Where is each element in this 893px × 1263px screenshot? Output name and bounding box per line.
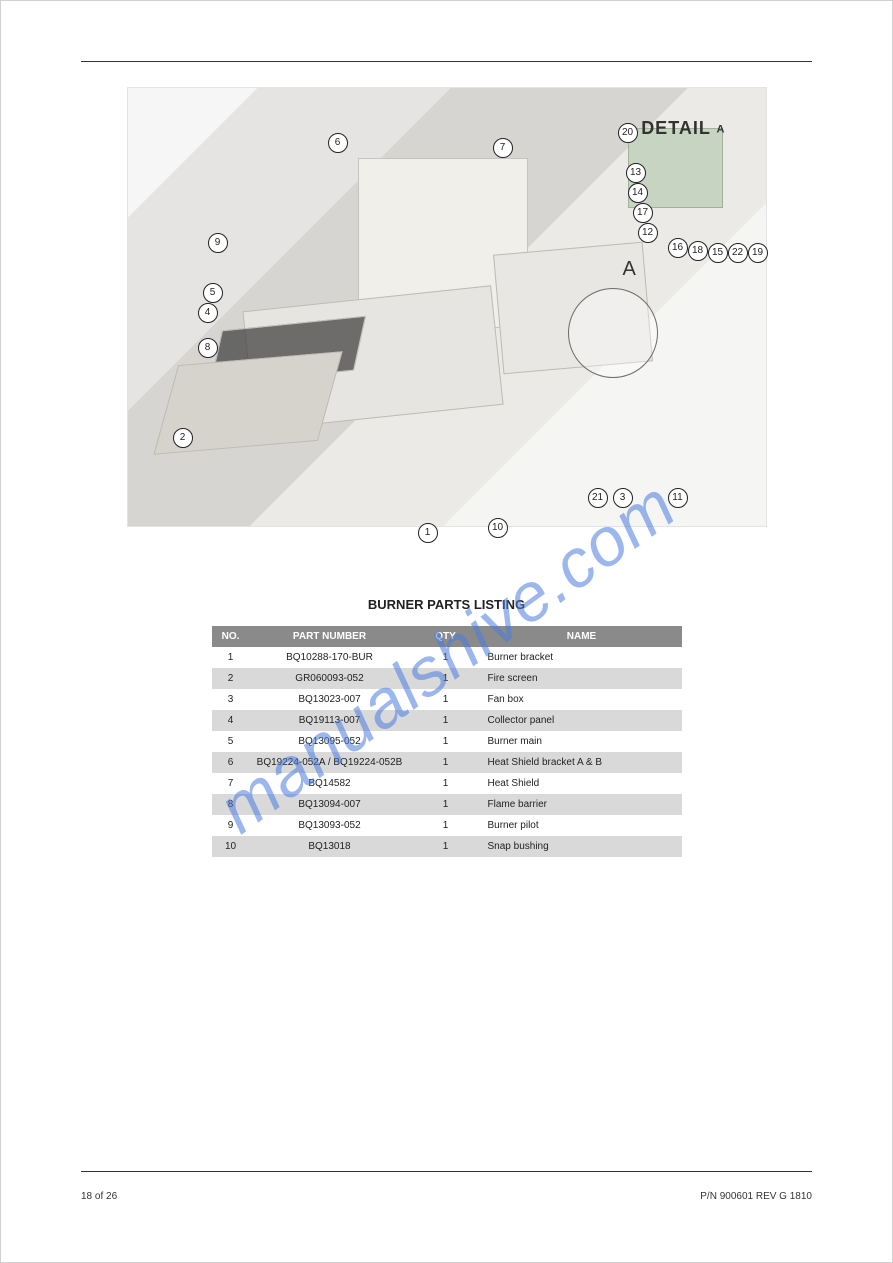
- parts-table-head: NO. PART NUMBER QTY NAME: [212, 626, 682, 647]
- cell-name: Fan box: [482, 689, 682, 710]
- callout-bubble: 2: [173, 428, 193, 448]
- table-row: 8BQ13094-0071Flame barrier: [212, 794, 682, 815]
- cell-qty: 1: [410, 647, 482, 668]
- cell-no: 10: [212, 836, 250, 857]
- cell-name: Burner bracket: [482, 647, 682, 668]
- callout-bubble: 11: [668, 488, 688, 508]
- cell-name: Fire screen: [482, 668, 682, 689]
- cell-no: 2: [212, 668, 250, 689]
- callout-bubble: 4: [198, 303, 218, 323]
- detail-region-label: A: [623, 258, 636, 281]
- cell-part: GR060093-052: [250, 668, 410, 689]
- callout-bubble: 6: [328, 133, 348, 153]
- cell-part: BQ10288-170-BUR: [250, 647, 410, 668]
- table-row: 6BQ19224-052A / BQ19224-052B1Heat Shield…: [212, 752, 682, 773]
- cell-no: 4: [212, 710, 250, 731]
- callout-bubble: 12: [638, 223, 658, 243]
- detail-label-sub: A: [717, 123, 726, 135]
- callout-bubble: 20: [618, 123, 638, 143]
- callout-bubble: 9: [208, 233, 228, 253]
- callout-bubble: 22: [728, 243, 748, 263]
- cell-name: Heat Shield bracket A & B: [482, 752, 682, 773]
- cell-no: 5: [212, 731, 250, 752]
- table-row: 1BQ10288-170-BUR1Burner bracket: [212, 647, 682, 668]
- callout-bubble: 14: [628, 183, 648, 203]
- cell-qty: 1: [410, 752, 482, 773]
- callout-bubble: 17: [633, 203, 653, 223]
- table-row: 5BQ13095-0521Burner main: [212, 731, 682, 752]
- table-row: 2GR060093-0521Fire screen: [212, 668, 682, 689]
- callout-bubble: 8: [198, 338, 218, 358]
- table-row: 4BQ19113-0071Collector panel: [212, 710, 682, 731]
- exploded-diagram: DETAIL A A 12345678910111213141516171819…: [81, 87, 812, 557]
- cell-name: Burner main: [482, 731, 682, 752]
- col-header-qty: QTY: [410, 626, 482, 647]
- footer-doc-id: P/N 900601 REV G 1810: [700, 1191, 812, 1202]
- callout-bubble: 16: [668, 238, 688, 258]
- diagram-canvas: DETAIL A A 12345678910111213141516171819…: [127, 87, 767, 527]
- callout-bubble: 13: [626, 163, 646, 183]
- callout-bubble: 21: [588, 488, 608, 508]
- cell-part: BQ14582: [250, 773, 410, 794]
- footer-page-number: 18 of 26: [81, 1191, 117, 1202]
- cell-qty: 1: [410, 815, 482, 836]
- cell-name: Snap bushing: [482, 836, 682, 857]
- cell-part: BQ13095-052: [250, 731, 410, 752]
- detail-label-text: DETAIL: [641, 118, 710, 138]
- callout-bubble: 5: [203, 283, 223, 303]
- top-rule: [81, 61, 812, 62]
- cell-qty: 1: [410, 689, 482, 710]
- cell-qty: 1: [410, 668, 482, 689]
- table-row: 10BQ130181Snap bushing: [212, 836, 682, 857]
- bottom-rule: [81, 1171, 812, 1172]
- diagram-shape: [568, 288, 658, 378]
- callout-bubble: 18: [688, 241, 708, 261]
- cell-name: Burner pilot: [482, 815, 682, 836]
- cell-part: BQ13018: [250, 836, 410, 857]
- cell-no: 7: [212, 773, 250, 794]
- cell-qty: 1: [410, 836, 482, 857]
- col-header-part: PART NUMBER: [250, 626, 410, 647]
- cell-part: BQ19113-007: [250, 710, 410, 731]
- callout-bubble: 3: [613, 488, 633, 508]
- detail-label: DETAIL A: [641, 118, 725, 139]
- cell-qty: 1: [410, 710, 482, 731]
- callout-bubble: 7: [493, 138, 513, 158]
- page-footer: 18 of 26 P/N 900601 REV G 1810: [81, 1191, 812, 1202]
- table-row: 9BQ13093-0521Burner pilot: [212, 815, 682, 836]
- parts-listing-title: BURNER PARTS LISTING: [81, 597, 812, 612]
- cell-qty: 1: [410, 794, 482, 815]
- callout-bubble: 19: [748, 243, 768, 263]
- cell-name: Collector panel: [482, 710, 682, 731]
- cell-no: 8: [212, 794, 250, 815]
- cell-part: BQ13093-052: [250, 815, 410, 836]
- cell-part: BQ19224-052A / BQ19224-052B: [250, 752, 410, 773]
- document-page: DETAIL A A 12345678910111213141516171819…: [0, 0, 893, 1263]
- table-row: 3BQ13023-0071Fan box: [212, 689, 682, 710]
- cell-part: BQ13023-007: [250, 689, 410, 710]
- parts-table: NO. PART NUMBER QTY NAME 1BQ10288-170-BU…: [212, 626, 682, 857]
- cell-no: 3: [212, 689, 250, 710]
- cell-name: Heat Shield: [482, 773, 682, 794]
- callout-bubble: 15: [708, 243, 728, 263]
- cell-no: 9: [212, 815, 250, 836]
- col-header-no: NO.: [212, 626, 250, 647]
- col-header-name: NAME: [482, 626, 682, 647]
- parts-table-body: 1BQ10288-170-BUR1Burner bracket2GR060093…: [212, 647, 682, 857]
- cell-part: BQ13094-007: [250, 794, 410, 815]
- cell-qty: 1: [410, 731, 482, 752]
- cell-name: Flame barrier: [482, 794, 682, 815]
- table-row: 7BQ145821Heat Shield: [212, 773, 682, 794]
- cell-no: 1: [212, 647, 250, 668]
- callout-bubble: 10: [488, 518, 508, 538]
- cell-qty: 1: [410, 773, 482, 794]
- callout-bubble: 1: [418, 523, 438, 543]
- cell-no: 6: [212, 752, 250, 773]
